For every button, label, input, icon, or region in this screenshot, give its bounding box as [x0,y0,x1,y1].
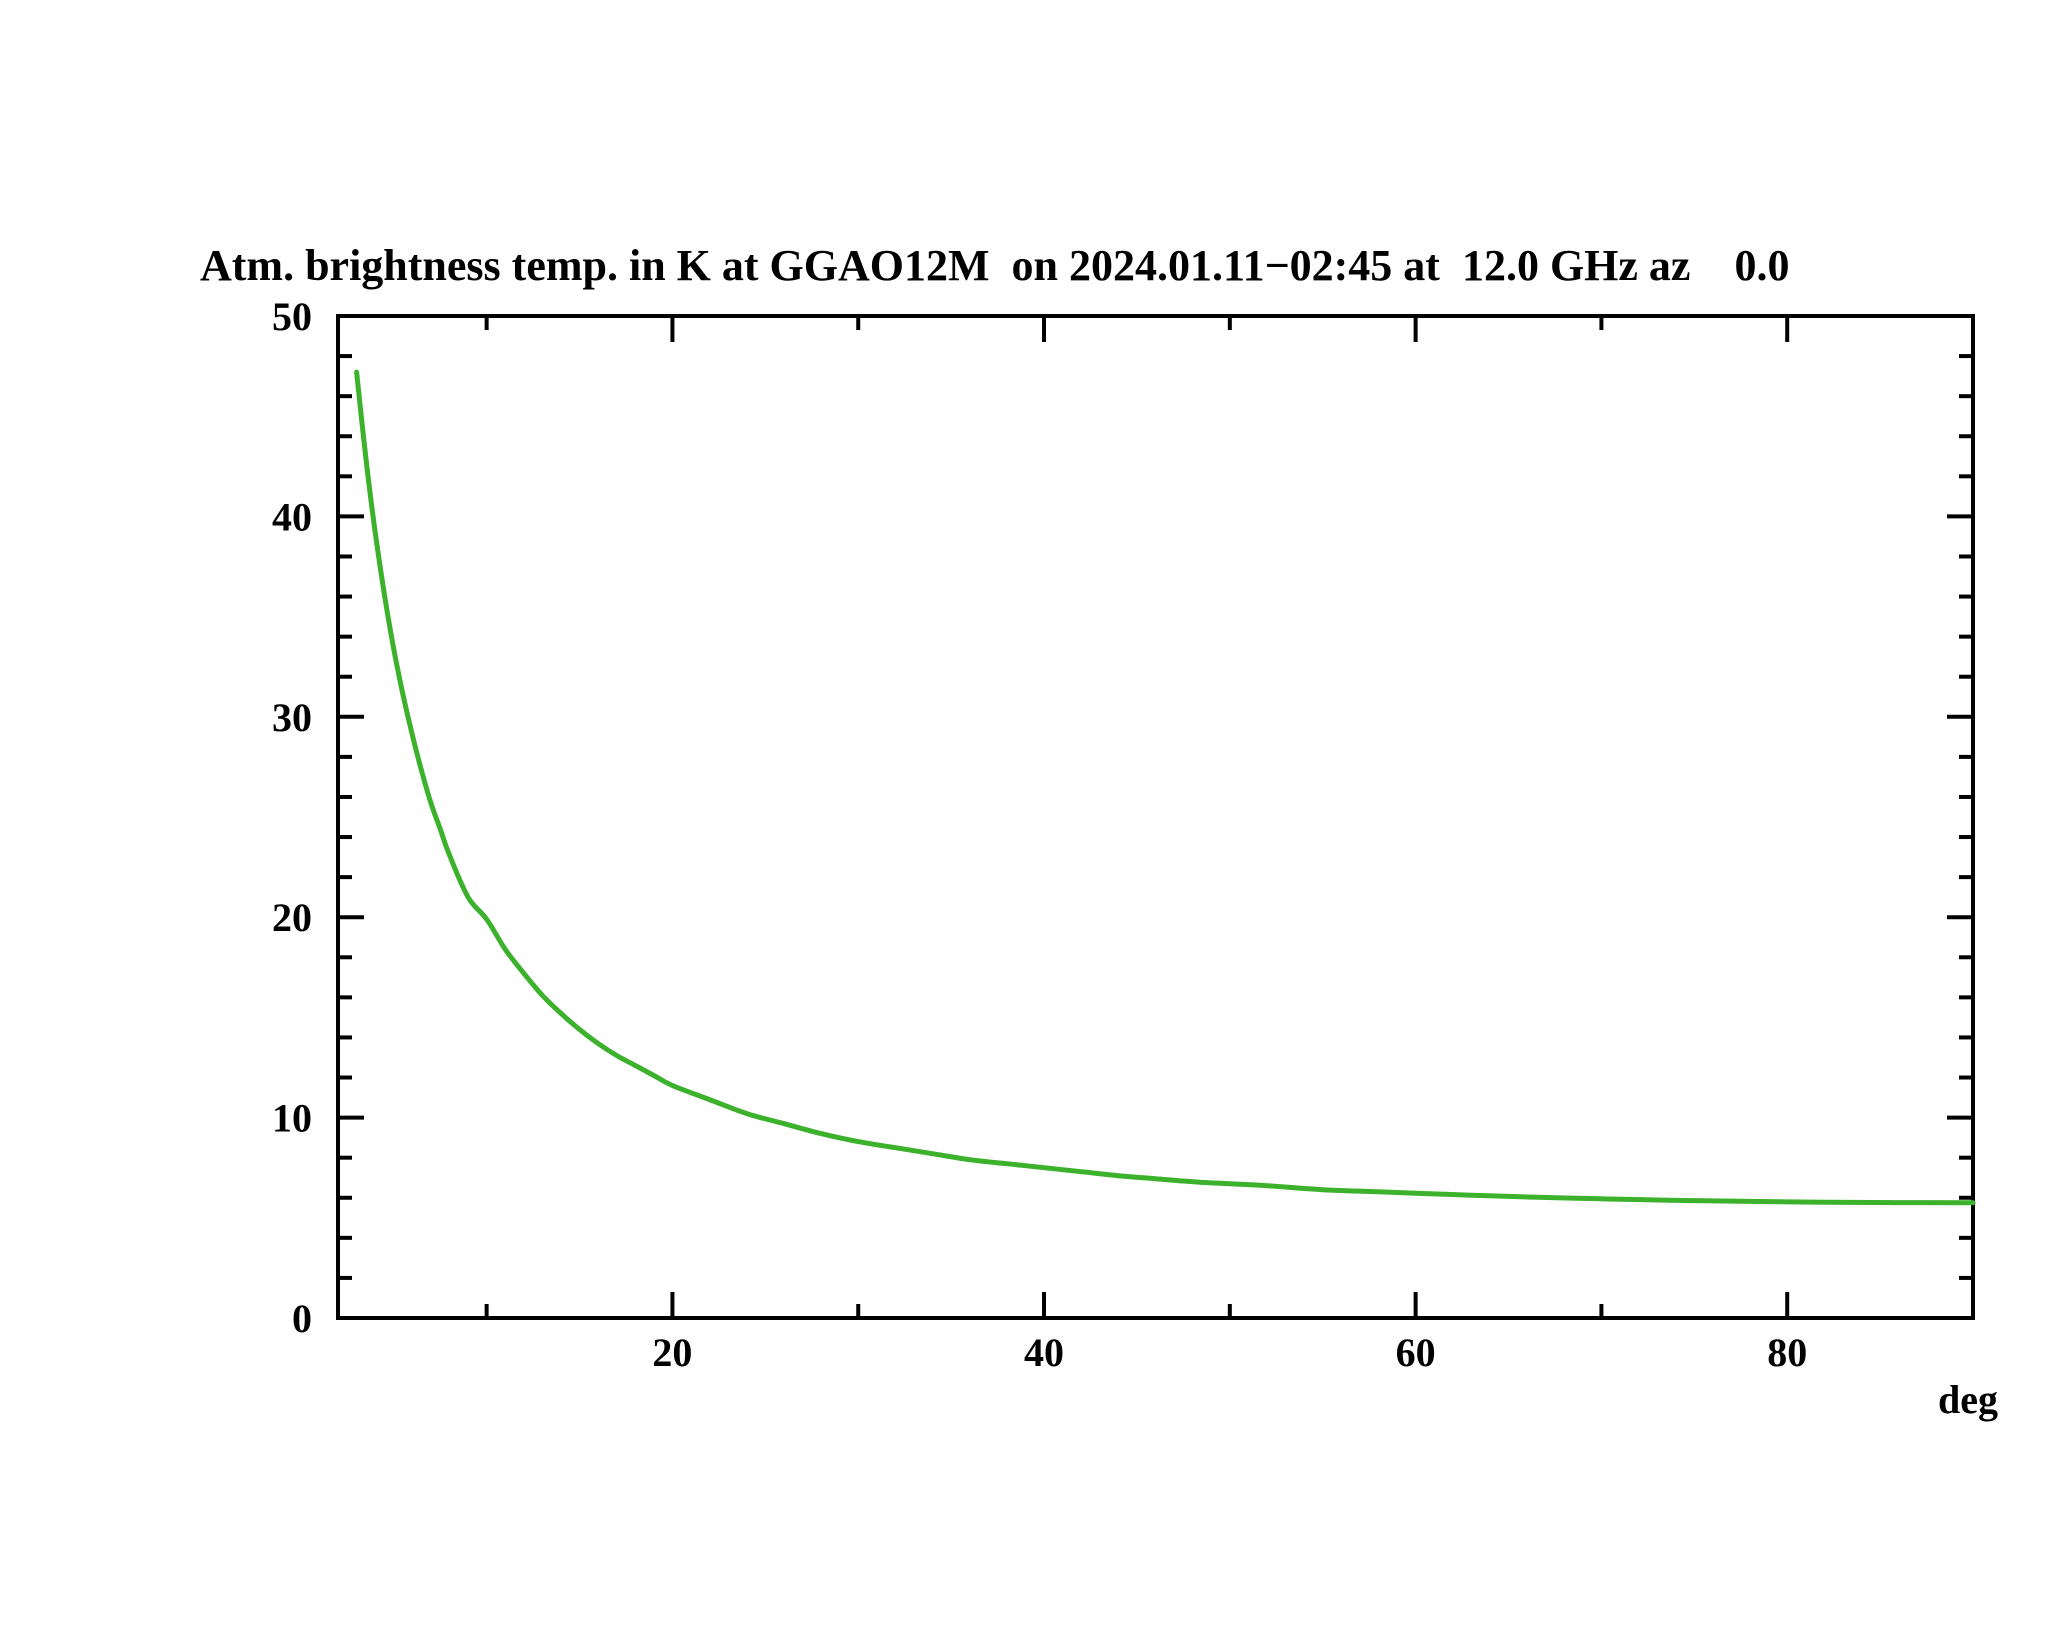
brightness-temperature-curve [354,369,1976,1206]
y-tick-label: 40 [272,494,312,539]
chart-title: Atm. brightness temp. in K at GGAO12M on… [200,241,1790,290]
y-tick-label: 0 [292,1296,312,1341]
y-tick-label: 30 [272,695,312,740]
x-axis-unit-label: deg [1938,1377,1998,1422]
x-tick-label: 40 [1024,1330,1064,1375]
x-tick-label: 80 [1767,1330,1807,1375]
plot-frame [336,314,1975,1320]
y-tick-label: 10 [272,1096,312,1141]
y-tick-label: 50 [272,294,312,339]
x-tick-label: 60 [1396,1330,1436,1375]
y-tick-label: 20 [272,895,312,940]
x-tick-label: 20 [652,1330,692,1375]
